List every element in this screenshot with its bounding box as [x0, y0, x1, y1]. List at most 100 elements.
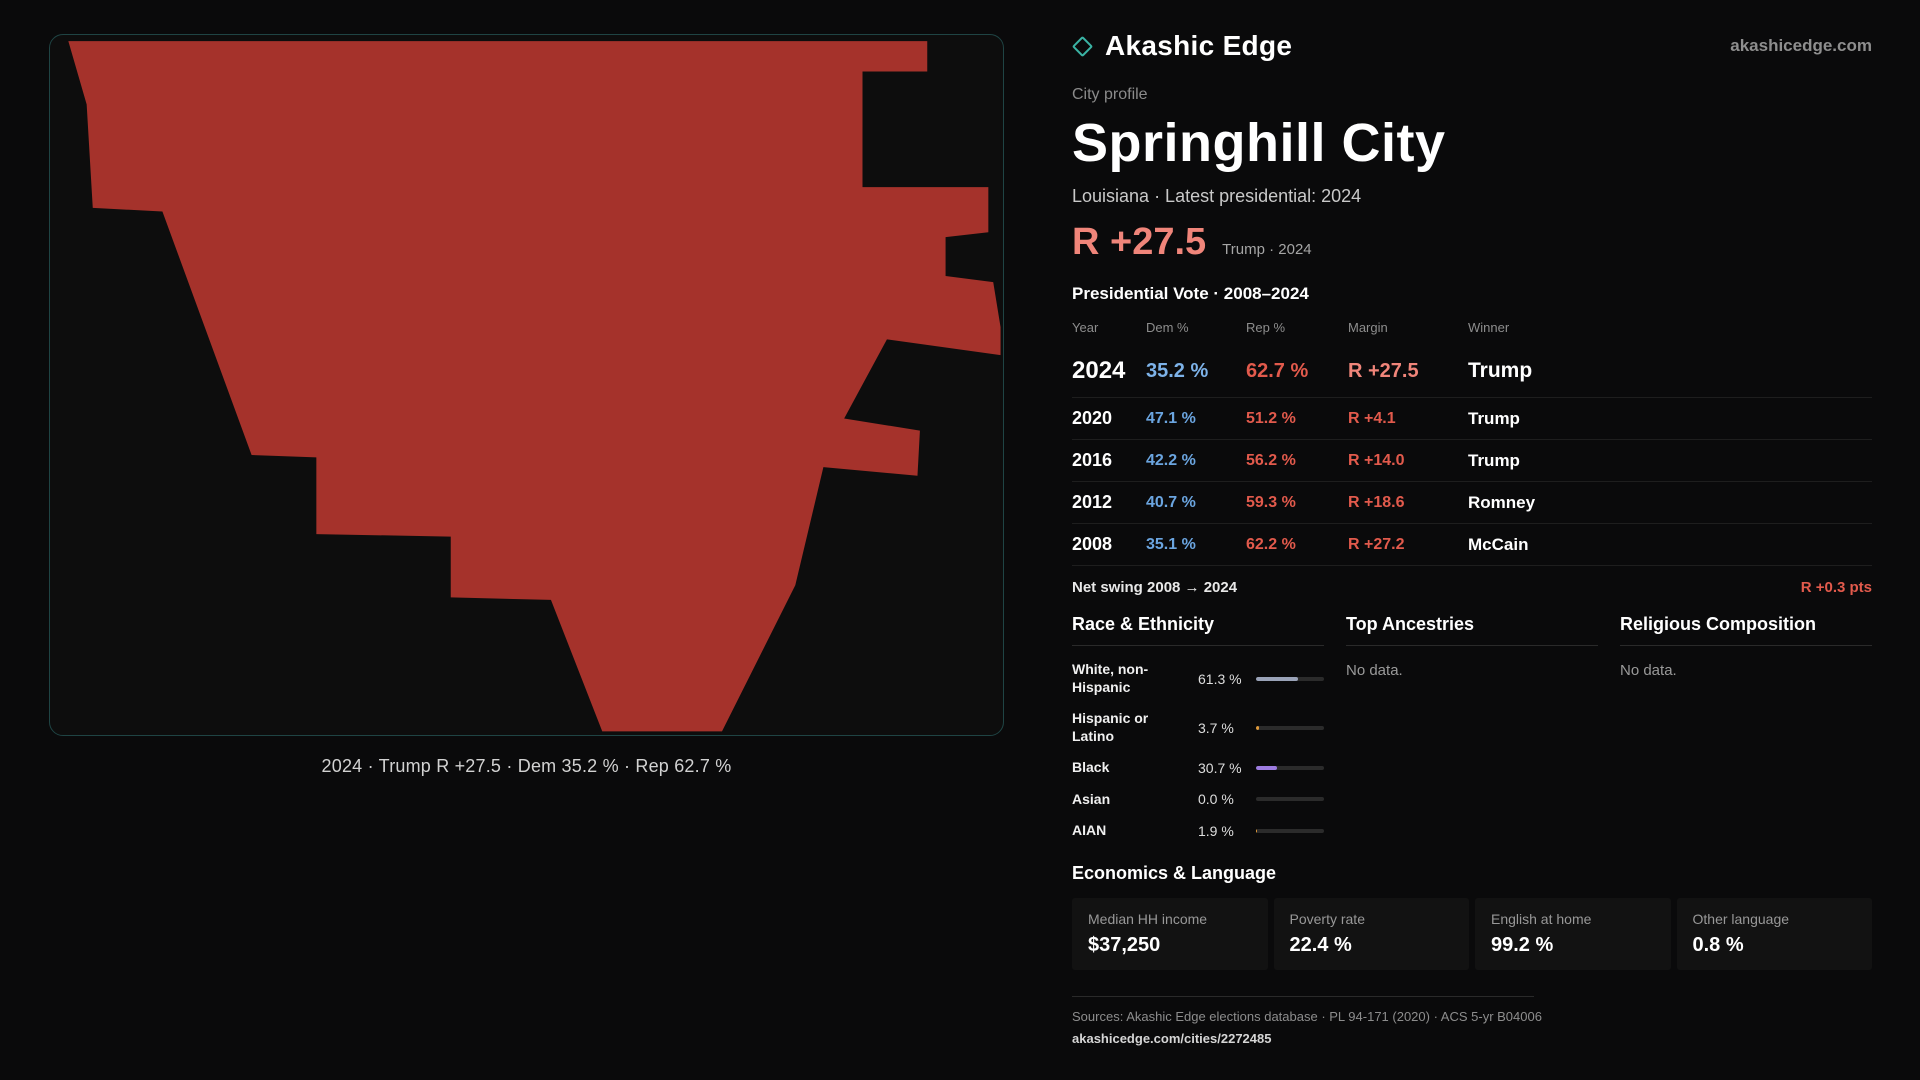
- dem-cell: 47.1 %: [1146, 409, 1196, 427]
- race-label: AIAN: [1072, 822, 1107, 838]
- footer-divider: [1072, 995, 1534, 997]
- ancestries-empty: No data.: [1346, 662, 1403, 679]
- dem-cell: 42.2 %: [1146, 451, 1196, 469]
- net-swing-row: Net swing 2008 → 2024 R +0.3 pts: [1072, 566, 1872, 606]
- rep-cell: 59.3 %: [1246, 493, 1296, 511]
- diamond-logo-icon: [1071, 35, 1094, 57]
- brand-name: Akashic Edge: [1105, 30, 1293, 61]
- race-bar-fill: [1256, 828, 1258, 833]
- permalink[interactable]: akashicedge.com/cities/2272485: [1072, 1030, 1272, 1046]
- table-row: 2020 47.1 % 51.2 % R +4.1 Trump: [1072, 398, 1872, 440]
- stat-value: 0.8 %: [1692, 933, 1744, 956]
- margin-value: R +27.5: [1072, 221, 1207, 263]
- dem-cell: 35.1 %: [1146, 535, 1196, 553]
- religion-empty: No data.: [1620, 662, 1677, 679]
- race-value: 61.3 %: [1198, 670, 1242, 687]
- religion-title: Religious Composition: [1620, 614, 1872, 646]
- year-cell: 2024: [1072, 357, 1126, 384]
- race-bar: [1256, 676, 1324, 681]
- winner-cell: Trump: [1468, 450, 1520, 470]
- stat-card: Other language 0.8 %: [1676, 897, 1872, 970]
- race-bar: [1256, 725, 1324, 730]
- winner-cell: McCain: [1468, 534, 1529, 554]
- margin-cell: R +4.1: [1348, 409, 1396, 427]
- vote-table-header: Year Dem % Rep % Margin Winner: [1072, 314, 1872, 345]
- net-swing-label: Net swing 2008 → 2024: [1072, 579, 1238, 596]
- rep-cell: 56.2 %: [1246, 451, 1296, 469]
- header: Akashic Edge akashicedge.com: [1071, 30, 1872, 62]
- dem-cell: 35.2 %: [1146, 359, 1209, 382]
- sources-text: Sources: Akashic Edge elections database…: [1072, 1008, 1542, 1024]
- race-value: 1.9 %: [1198, 822, 1234, 839]
- race-bar: [1256, 797, 1324, 802]
- rep-cell: 62.2 %: [1246, 535, 1296, 553]
- race-row: Black 30.7 %: [1072, 752, 1324, 784]
- page-kicker: City profile: [1072, 86, 1148, 103]
- table-row: 2016 42.2 % 56.2 % R +14.0 Trump: [1072, 440, 1872, 482]
- table-row: 2024 35.2 % 62.7 % R +27.5 Trump: [1072, 345, 1872, 398]
- net-swing-value: R +0.3 pts: [1800, 579, 1872, 596]
- economics-cards: Median HH income $37,250 Poverty rate 22…: [1072, 897, 1872, 970]
- race-bar-fill: [1256, 725, 1259, 730]
- rep-cell: 62.7 %: [1246, 359, 1309, 382]
- col-rep: Rep %: [1246, 320, 1286, 335]
- table-row: 2008 35.1 % 62.2 % R +27.2 McCain: [1072, 524, 1872, 566]
- col-dem: Dem %: [1146, 320, 1189, 335]
- map-column: 2024 · Trump R +27.5 · Dem 35.2 % · Rep …: [49, 34, 1004, 776]
- race-label: Black: [1072, 759, 1110, 775]
- profile-column: Akashic Edge akashicedge.com City profil…: [1044, 0, 1920, 1080]
- race-row: AIAN 1.9 %: [1072, 815, 1324, 847]
- race-ethnicity-title: Race & Ethnicity: [1072, 614, 1324, 646]
- stat-label: English at home: [1491, 910, 1592, 927]
- col-margin: Margin: [1348, 320, 1388, 335]
- race-value: 30.7 %: [1198, 759, 1242, 776]
- stat-label: Median HH income: [1088, 910, 1208, 927]
- map-caption: 2024 · Trump R +27.5 · Dem 35.2 % · Rep …: [321, 756, 732, 776]
- economics-title: Economics & Language: [1072, 862, 1277, 883]
- footer: Sources: Akashic Edge elections database…: [1072, 995, 1872, 1046]
- race-ethnicity-column: Race & Ethnicity White, non-Hispanic 61.…: [1072, 614, 1324, 847]
- race-row: Asian 0.0 %: [1072, 784, 1324, 816]
- rep-cell: 51.2 %: [1246, 409, 1296, 427]
- stat-label: Poverty rate: [1289, 910, 1365, 927]
- year-cell: 2008: [1072, 534, 1113, 554]
- vote-table-title: Presidential Vote · 2008–2024: [1072, 284, 1309, 303]
- race-list: White, non-Hispanic 61.3 % Hispanic or L…: [1072, 654, 1324, 847]
- dem-cell: 40.7 %: [1146, 493, 1196, 511]
- vote-table: Year Dem % Rep % Margin Winner 2024 35.2…: [1072, 314, 1872, 606]
- winner-cell: Trump: [1468, 408, 1520, 428]
- ancestries-column: Top Ancestries No data.: [1346, 614, 1598, 847]
- stat-value: $37,250: [1088, 933, 1161, 956]
- margin-cell: R +27.5: [1348, 359, 1419, 382]
- race-value: 3.7 %: [1198, 719, 1234, 736]
- winner-cell: Romney: [1468, 492, 1536, 512]
- page-subtitle: Louisiana · Latest presidential: 2024: [1072, 186, 1362, 206]
- year-cell: 2012: [1072, 492, 1113, 512]
- site-link[interactable]: akashicedge.com: [1730, 36, 1872, 55]
- table-row: 2012 40.7 % 59.3 % R +18.6 Romney: [1072, 482, 1872, 524]
- winner-cell: Trump: [1468, 359, 1533, 382]
- race-bar-fill: [1256, 765, 1277, 770]
- race-value: 0.0 %: [1198, 791, 1234, 808]
- headline-margin: R +27.5 Trump · 2024: [1072, 221, 1872, 264]
- year-cell: 2020: [1072, 408, 1113, 428]
- margin-cell: R +27.2: [1348, 535, 1405, 553]
- religion-column: Religious Composition No data.: [1620, 614, 1872, 847]
- year-cell: 2016: [1072, 450, 1113, 470]
- stat-card: Poverty rate 22.4 %: [1273, 897, 1469, 970]
- ancestries-title: Top Ancestries: [1346, 614, 1598, 646]
- col-winner: Winner: [1468, 320, 1510, 335]
- stat-value: 22.4 %: [1289, 933, 1352, 956]
- race-bar-fill: [1256, 676, 1298, 681]
- city-map-panel: [49, 34, 1004, 736]
- page-title: Springhill City: [1072, 113, 1446, 173]
- race-label: White, non-Hispanic: [1072, 661, 1149, 695]
- brand: Akashic Edge: [1071, 30, 1293, 62]
- race-label: Asian: [1072, 790, 1111, 807]
- margin-cell: R +18.6: [1348, 493, 1405, 511]
- stat-value: 99.2 %: [1491, 933, 1554, 956]
- col-year: Year: [1072, 320, 1099, 335]
- stat-card: English at home 99.2 %: [1475, 897, 1671, 970]
- stat-label: Other language: [1692, 910, 1790, 927]
